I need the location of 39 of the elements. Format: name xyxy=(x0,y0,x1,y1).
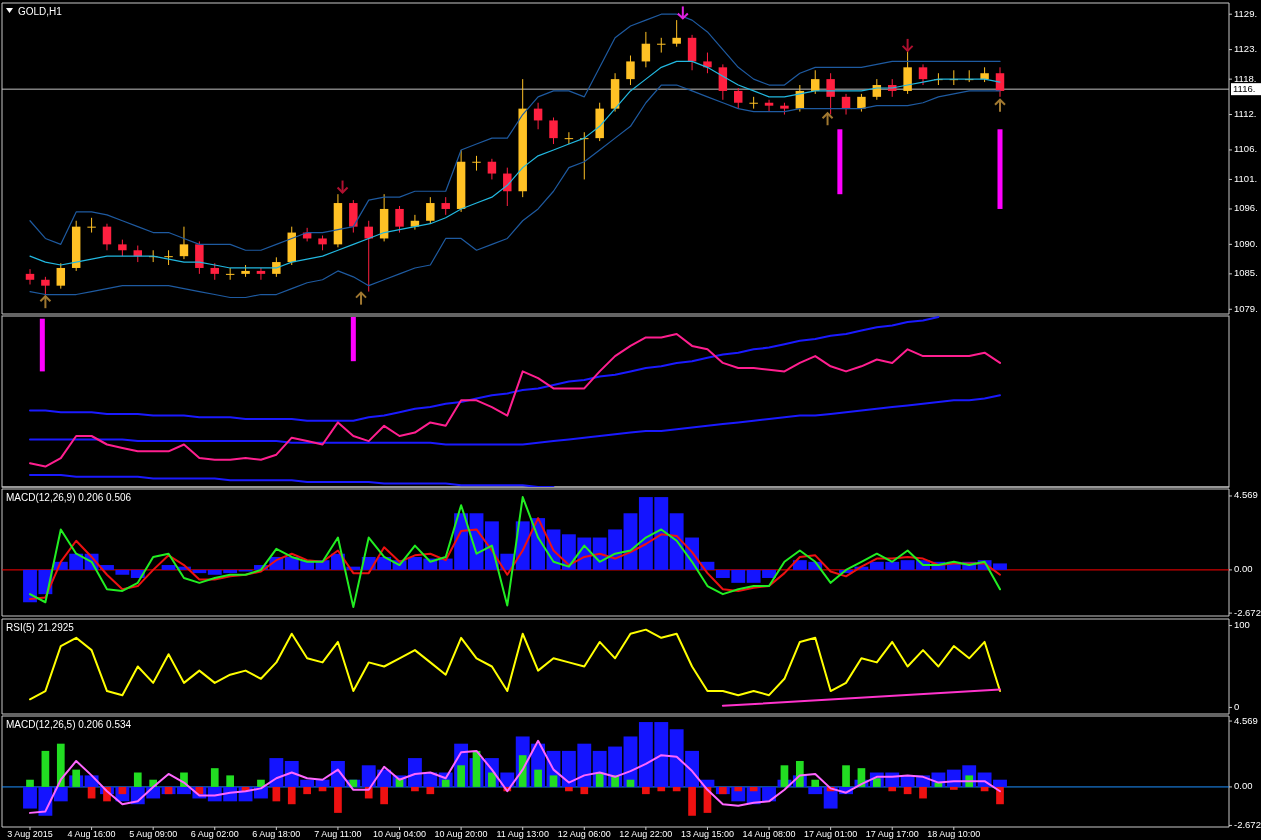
y-tick-label: 1085. xyxy=(1234,267,1258,279)
chart-title: MACD(12,26,9) 0.206 0.506 xyxy=(6,492,132,503)
chart-title: GOLD,H1 xyxy=(18,6,63,17)
x-tick-label: 14 Aug 08:00 xyxy=(742,829,796,839)
y-tick-label: 1129. xyxy=(1234,7,1258,19)
y-tick-label: 0 xyxy=(1234,700,1240,712)
x-tick-label: 12 Aug 06:00 xyxy=(557,829,611,839)
y-tick-label: 1106. xyxy=(1234,143,1258,155)
x-tick-label: 10 Aug 04:00 xyxy=(372,829,427,839)
y-tick-label: 1112. xyxy=(1234,108,1257,120)
chart-title: RSI(5) 21.2925 xyxy=(6,622,75,633)
x-tick-label: 6 Aug 18:00 xyxy=(252,829,301,839)
x-tick-label: 6 Aug 02:00 xyxy=(190,829,239,839)
y-tick-label: 0.00 xyxy=(1234,780,1253,792)
y-tick-label: -2.672 xyxy=(1234,606,1261,618)
y-tick-label: 4.569 xyxy=(1234,714,1258,726)
y-tick-label: -2.672 xyxy=(1234,818,1261,830)
x-tick-label: 17 Aug 17:00 xyxy=(865,829,919,839)
y-tick-label: 1118. xyxy=(1234,72,1257,84)
y-tick-label: 1101. xyxy=(1234,172,1258,184)
x-tick-label: 18 Aug 10:00 xyxy=(927,829,981,839)
x-tick-label: 17 Aug 01:00 xyxy=(804,829,858,839)
x-tick-label: 7 Aug 11:00 xyxy=(314,829,362,839)
x-tick-label: 13 Aug 15:00 xyxy=(680,829,734,839)
y-tick-label: 1079. xyxy=(1234,302,1258,314)
x-tick-label: 5 Aug 09:00 xyxy=(129,829,178,839)
y-tick-label: 1096. xyxy=(1234,202,1258,214)
y-tick-label: 1090. xyxy=(1234,237,1258,249)
y-tick-label: 4.569 xyxy=(1234,489,1258,501)
ref-line-label: 1116. xyxy=(1233,82,1256,94)
y-tick-label: 0.00 xyxy=(1234,563,1253,575)
chart-title: MACD(12,26,5) 0.206 0.534 xyxy=(6,719,132,730)
x-tick-label: 3 Aug 2015 xyxy=(7,829,53,839)
x-tick-label: 10 Aug 20:00 xyxy=(434,829,488,839)
x-tick-label: 4 Aug 16:00 xyxy=(67,829,116,839)
y-tick-label: 100 xyxy=(1234,619,1250,631)
x-tick-label: 11 Aug 13:00 xyxy=(496,829,549,839)
x-tick-label: 12 Aug 22:00 xyxy=(619,829,673,839)
y-tick-label: 1123. xyxy=(1234,43,1258,55)
